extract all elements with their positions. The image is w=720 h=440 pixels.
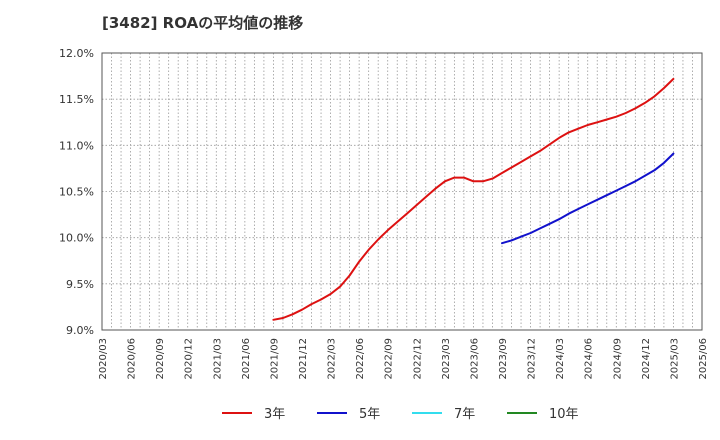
x-tick-label: 2024/09 — [612, 338, 623, 380]
x-tick-label: 2023/09 — [498, 338, 509, 380]
y-tick-label: 11.0% — [59, 139, 94, 152]
x-tick-label: 2024/12 — [641, 338, 652, 380]
x-tick-label: 2021/03 — [212, 338, 223, 380]
y-tick-label: 9.0% — [66, 324, 94, 337]
y-tick-label: 10.5% — [59, 186, 94, 199]
legend-label-2: 5年 — [359, 407, 380, 422]
x-axis: 2020/03 2020/06 2020/09 2020/12 2021/03 2021/… — [98, 338, 709, 380]
y-tick-label: 9.5% — [66, 278, 94, 291]
y-tick-label: 12.0% — [59, 47, 94, 60]
grid — [101, 52, 703, 331]
x-tick-label: 2021/09 — [269, 338, 280, 380]
y-tick-label: 10.0% — [59, 232, 94, 245]
x-tick-label: 2025/03 — [669, 338, 680, 380]
series-line-2 — [501, 152, 675, 245]
x-tick-label: 2024/06 — [584, 338, 595, 380]
x-tick-label: 2020/12 — [184, 338, 195, 380]
legend-label-1: 3年 — [264, 407, 285, 422]
x-tick-label: 2022/12 — [412, 338, 423, 380]
y-tick-label: 11.5% — [59, 93, 94, 106]
x-tick-label: 2021/12 — [298, 338, 309, 380]
x-tick-label: 2025/06 — [698, 338, 709, 380]
series-lines — [272, 77, 675, 321]
legend-label-3: 7年 — [454, 407, 475, 422]
x-tick-label: 2024/03 — [555, 338, 566, 380]
x-tick-label: 2023/12 — [527, 338, 538, 380]
chart-title: [3482] ROAの平均値の推移 — [102, 14, 304, 32]
plot-frame — [101, 52, 703, 331]
x-tick-label: 2022/09 — [384, 338, 395, 380]
x-tick-label: 2022/06 — [355, 338, 366, 380]
legend-label-4: 10年 — [549, 407, 579, 422]
x-tick-label: 2022/03 — [327, 338, 338, 380]
series-line-1 — [272, 77, 675, 321]
x-tick-label: 2023/06 — [469, 338, 480, 380]
x-tick-label: 2020/03 — [98, 338, 109, 380]
y-axis: 9.0% 9.5% 10.0% 10.5% 11.0% 11.5% 12.0% — [59, 47, 94, 337]
x-tick-label: 2020/06 — [127, 338, 138, 380]
x-tick-label: 2023/03 — [441, 338, 452, 380]
legend: 3年 5年 7年 10年 — [222, 407, 579, 422]
x-tick-label: 2020/09 — [155, 338, 166, 380]
x-tick-label: 2021/06 — [241, 338, 252, 380]
